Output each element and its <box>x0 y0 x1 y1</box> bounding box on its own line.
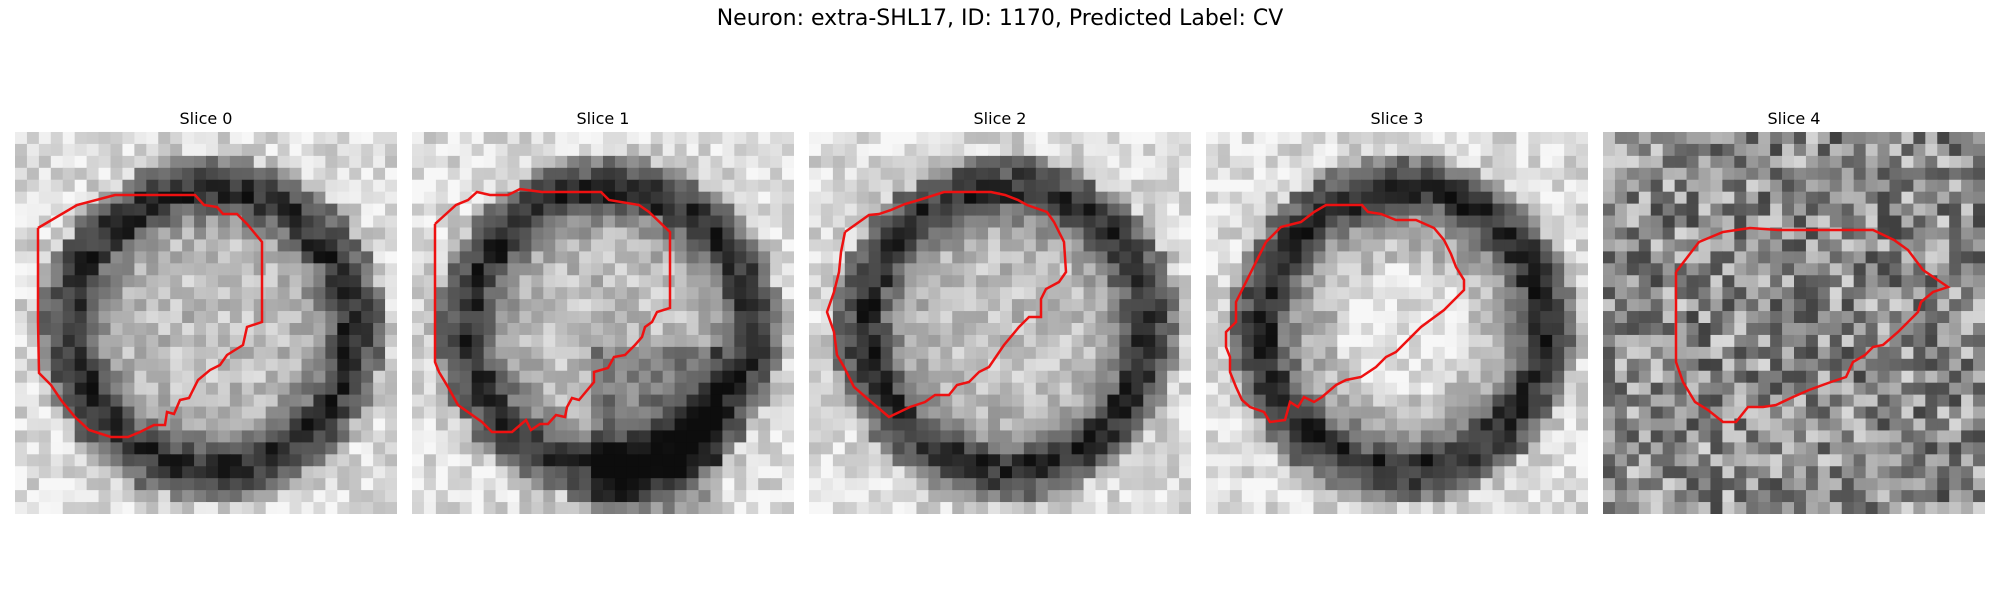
slice-title-3: Slice 3 <box>1370 109 1424 128</box>
slice-title-2: Slice 2 <box>973 109 1027 128</box>
pixel-grid <box>809 132 1191 514</box>
pixel-grid <box>412 132 794 514</box>
cell-contour <box>36 193 264 439</box>
slice-image-3 <box>1206 132 1588 514</box>
slice-title-1: Slice 1 <box>576 109 630 128</box>
pixel-grid <box>1206 132 1588 514</box>
slice-panel-2: Slice 2 <box>809 106 1191 514</box>
cell-contour <box>433 187 672 434</box>
slice-panel-4: Slice 4 <box>1603 106 1985 514</box>
pixel-grid <box>1603 132 1985 514</box>
figure-title: Neuron: extra-SHL17, ID: 1170, Predicted… <box>716 6 1284 31</box>
slice-image-1 <box>412 132 794 514</box>
slice-image-2 <box>809 132 1191 514</box>
slice-image-4 <box>1603 132 1985 514</box>
slice-panel-0: Slice 0 <box>15 106 397 514</box>
slice-image-0 <box>15 132 397 514</box>
cell-contour <box>1224 203 1466 424</box>
slice-panel-3: Slice 3 <box>1206 106 1588 514</box>
pixel-grid <box>15 132 397 514</box>
slice-title-4: Slice 4 <box>1767 109 1821 128</box>
cell-contour <box>825 190 1068 419</box>
cell-contour <box>1674 226 1951 424</box>
slice-title-0: Slice 0 <box>179 109 233 128</box>
slice-panel-1: Slice 1 <box>412 106 794 514</box>
